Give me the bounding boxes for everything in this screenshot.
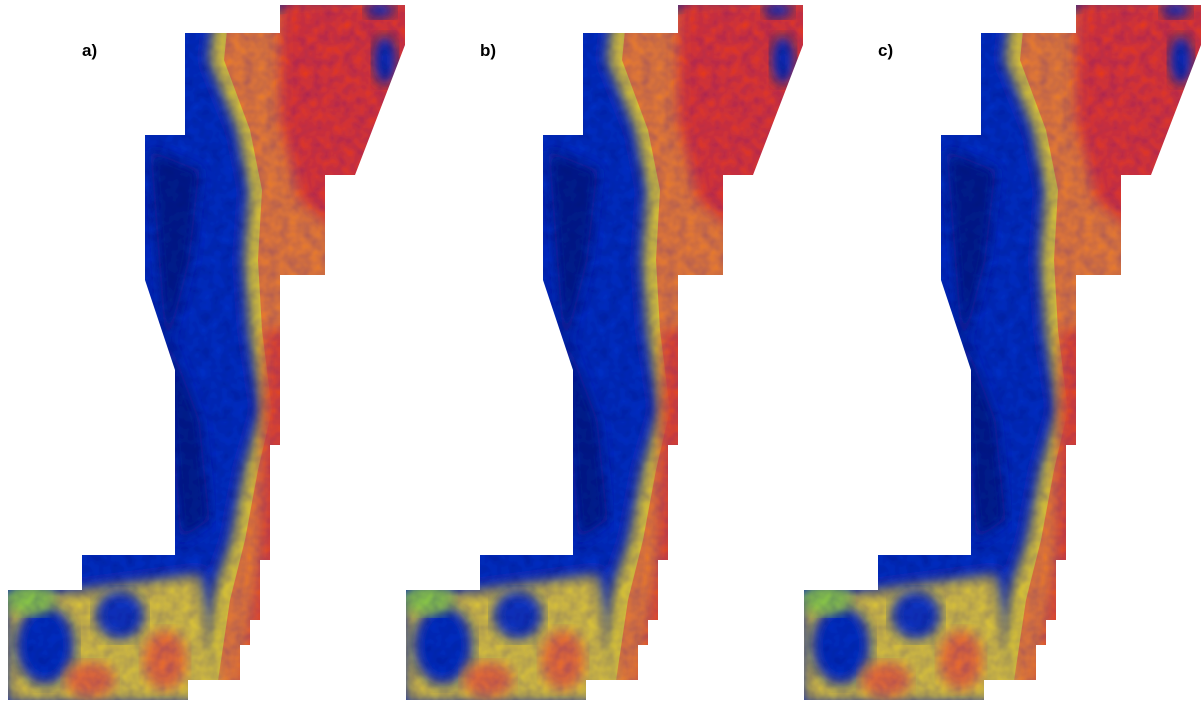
panel-label: b) xyxy=(480,41,496,60)
map-a xyxy=(0,0,420,701)
maps: a) b) c) xyxy=(0,0,1203,701)
map-b xyxy=(398,0,818,701)
figure: a) b) c) xyxy=(0,0,1203,701)
panel-label: c) xyxy=(878,41,893,60)
panel-label: a) xyxy=(82,41,97,60)
map-c xyxy=(796,0,1203,701)
